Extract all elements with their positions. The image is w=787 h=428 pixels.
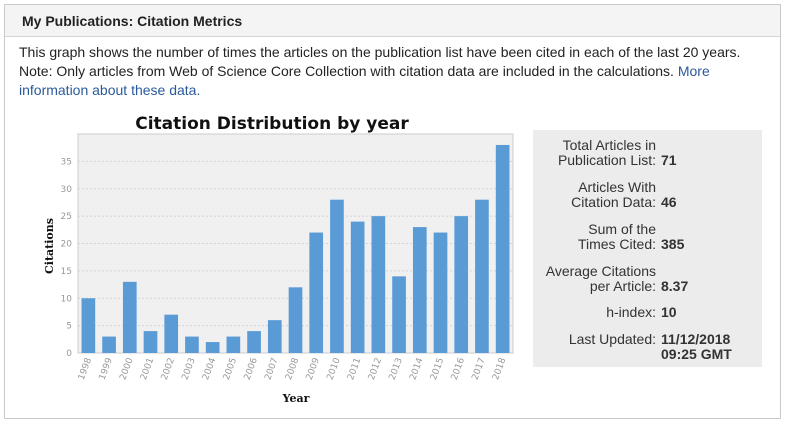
stat-total-articles-value: 71	[661, 152, 677, 168]
x-tick-label: 2017	[471, 357, 488, 382]
stat-last-updated: Last Updated: 11/12/2018 09:25 GMT	[533, 332, 762, 362]
bar	[226, 336, 241, 353]
stat-last-updated-label: Last Updated:	[568, 331, 656, 347]
intro-text: This graph shows the number of times the…	[19, 43, 759, 100]
citation-distribution-chart: Citation Distribution by year 0 5 10 15 20 25…	[43, 114, 514, 405]
bar	[475, 199, 489, 353]
panel-title: My Publications: Citation Metrics	[22, 13, 243, 29]
stat-articles-with-data-value: 46	[661, 194, 677, 210]
x-tick-label: 2015	[429, 357, 446, 382]
bar	[143, 331, 158, 353]
x-tick-label: 1998	[77, 356, 94, 381]
x-tick-label: 2009	[305, 356, 322, 381]
x-tick-label: 2010	[326, 356, 343, 381]
x-axis-ticks: 1998 1999 2000 2001 2002 2003 2004 2005 2006 2007…	[77, 356, 509, 381]
y-tick-label: 20	[61, 240, 73, 250]
intro-line-1: This graph shows the number of times the…	[19, 44, 741, 60]
bar	[288, 287, 303, 353]
bar	[205, 342, 220, 353]
bar	[164, 314, 179, 353]
x-axis-label: Year	[282, 392, 310, 405]
x-tick-label: 2007	[263, 357, 280, 382]
x-tick-label: 2018	[491, 356, 508, 381]
x-tick-label: 2001	[139, 357, 156, 382]
stat-total-articles: Total Articles in Publication List: 71	[533, 138, 762, 168]
stat-sum-times-cited: Sum of the Times Cited: 385	[533, 222, 762, 252]
x-tick-label: 2013	[388, 357, 405, 382]
bar	[433, 232, 448, 353]
bar	[350, 221, 365, 353]
more-information-link[interactable]: More information about these data.	[19, 63, 710, 98]
bar	[330, 199, 344, 353]
bar	[247, 331, 261, 353]
x-tick-label: 2003	[181, 357, 198, 382]
bar	[122, 281, 137, 353]
stat-h-index-label: h-index:	[606, 304, 656, 320]
bar	[412, 227, 427, 353]
bar	[185, 336, 199, 353]
x-tick-label: 2002	[160, 357, 177, 382]
y-axis-label: Citations	[43, 218, 56, 274]
stat-average-citations-value: 8.37	[661, 278, 689, 294]
stat-average-citations-label: Average Citations per Article:	[545, 263, 656, 294]
chart-title: Citation Distribution by year	[135, 114, 409, 134]
x-tick-label: 2008	[284, 356, 301, 381]
stat-articles-with-data-label: Articles With Citation Data:	[571, 179, 656, 210]
bar	[309, 232, 324, 353]
x-tick-label: 2011	[346, 357, 363, 382]
bar	[392, 276, 406, 353]
bar	[102, 336, 116, 353]
stat-articles-with-data: Articles With Citation Data: 46	[533, 180, 762, 210]
bar	[495, 144, 510, 353]
x-tick-label: 2014	[408, 356, 425, 381]
y-tick-label: 15	[61, 267, 72, 277]
x-tick-label: 2016	[450, 356, 467, 381]
y-tick-label: 5	[66, 322, 72, 332]
x-tick-label: 2005	[222, 357, 239, 382]
x-tick-label: 1999	[98, 356, 115, 381]
stat-average-citations: Average Citations per Article: 8.37	[533, 264, 762, 294]
bars	[81, 144, 510, 353]
bar	[371, 216, 386, 353]
y-tick-label: 30	[61, 185, 73, 195]
x-tick-label: 2000	[118, 356, 135, 381]
panel-header: My Publications: Citation Metrics	[5, 5, 780, 37]
stat-sum-times-cited-value: 385	[661, 236, 685, 252]
intro-line-2: Note: Only articles from Web of Science …	[19, 63, 674, 79]
x-tick-label: 2012	[367, 357, 384, 382]
stat-h-index: h-index: 10	[533, 305, 762, 320]
stat-last-updated-value: 11/12/2018 09:25 GMT	[661, 331, 732, 362]
y-tick-label: 25	[61, 212, 72, 222]
y-tick-label: 10	[61, 294, 73, 304]
x-tick-label: 2004	[201, 356, 218, 381]
bar	[267, 320, 282, 353]
stat-h-index-value: 10	[661, 304, 677, 320]
bar	[81, 298, 96, 353]
y-tick-label: 0	[66, 349, 72, 359]
citation-stats-panel: Total Articles in Publication List: 71 Ar…	[533, 130, 762, 367]
y-axis-ticks: 0 5 10 15 20 25 30 35	[61, 157, 73, 359]
x-tick-label: 2006	[243, 356, 260, 381]
stat-total-articles-label: Total Articles in Publication List:	[557, 137, 656, 168]
stat-sum-times-cited-label: Sum of the Times Cited:	[577, 221, 656, 252]
y-tick-label: 35	[61, 157, 72, 167]
bar	[454, 216, 469, 353]
